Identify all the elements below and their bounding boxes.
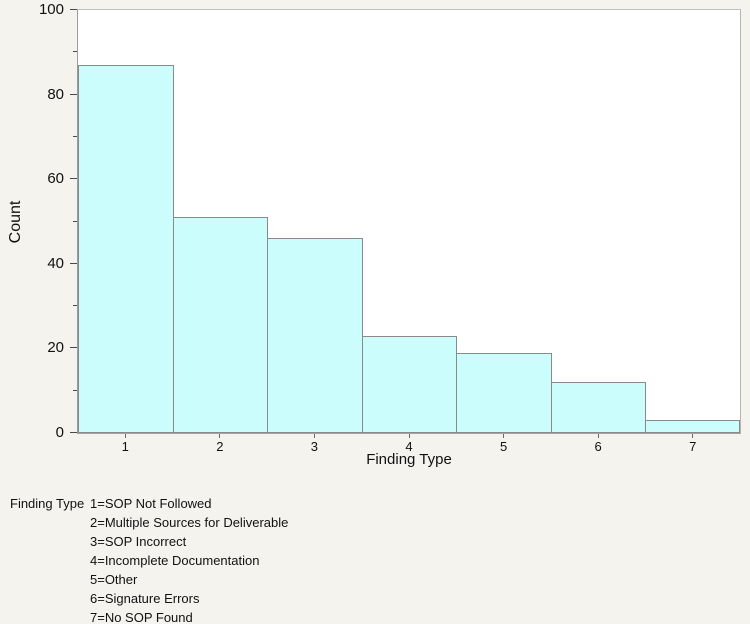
legend-item: 7=No SOP Found: [90, 610, 193, 624]
legend-item: 6=Signature Errors: [90, 591, 200, 606]
y-axis-tick-label: 20: [47, 339, 64, 357]
x-axis-tick-label: 4: [405, 439, 413, 454]
y-axis-minor-tick: [73, 135, 77, 137]
y-axis-major-tick: [70, 262, 77, 264]
x-axis-tick: [597, 434, 599, 438]
y-axis-major-tick: [70, 9, 77, 10]
legend-item: 2=Multiple Sources for Deliverable: [90, 515, 289, 530]
y-axis-tick-label: 60: [47, 170, 64, 188]
legend-item: 3=SOP Incorrect: [90, 534, 187, 549]
y-axis-tick-label: 40: [47, 254, 64, 272]
legend-item: 5=Other: [90, 572, 138, 587]
x-axis-tick-label: 5: [499, 439, 508, 454]
bar-finding-type-4[interactable]: [361, 335, 458, 433]
y-axis-tick-label: 100: [38, 1, 64, 18]
x-axis-tick: [408, 434, 410, 438]
bar-finding-type-5[interactable]: [456, 352, 552, 433]
y-axis-minor-tick: [73, 51, 77, 53]
x-axis-tick-label: 7: [689, 439, 697, 454]
x-axis-tick: [313, 434, 315, 438]
y-axis-tick-label: 0: [55, 424, 64, 441]
bar-finding-type-6[interactable]: [550, 382, 647, 433]
legend-item: 1=SOP Not Followed: [90, 496, 212, 511]
legend: Finding Type 1=SOP Not Followed 2=Multipl…: [10, 494, 288, 624]
x-axis-tick-label: 1: [121, 439, 129, 454]
legend-title: Finding Type: [10, 496, 85, 511]
legend-item: 4=Incomplete Documentation: [90, 553, 260, 568]
x-axis-tick: [692, 434, 694, 438]
x-axis-tick-label: 3: [310, 439, 319, 454]
x-axis-tick-label: 6: [594, 439, 602, 454]
x-axis-tick: [124, 434, 126, 438]
x-axis-tick: [219, 434, 221, 438]
legend-items: 1=SOP Not Followed 2=Multiple Sources for…: [90, 494, 288, 624]
x-axis-tick: [503, 434, 505, 438]
y-axis-major-tick: [70, 432, 77, 433]
bar-finding-type-3[interactable]: [267, 238, 363, 433]
x-axis-title: Finding Type: [366, 451, 452, 468]
y-axis-tick-label: 80: [47, 85, 64, 103]
y-axis-major-tick: [70, 347, 77, 349]
y-axis-title: Count: [7, 200, 24, 244]
y-axis-minor-tick: [73, 305, 77, 307]
bar-finding-type-1[interactable]: [78, 65, 174, 433]
y-axis-major-tick: [70, 93, 77, 95]
y-axis-minor-tick: [73, 220, 77, 222]
x-axis-tick-label: 2: [216, 439, 224, 454]
y-axis-minor-tick: [73, 389, 77, 391]
y-axis-major-tick: [70, 178, 77, 180]
bar-finding-type-2[interactable]: [172, 217, 269, 433]
bar-finding-type-7[interactable]: [645, 420, 740, 433]
plot-area: [70, 9, 741, 438]
